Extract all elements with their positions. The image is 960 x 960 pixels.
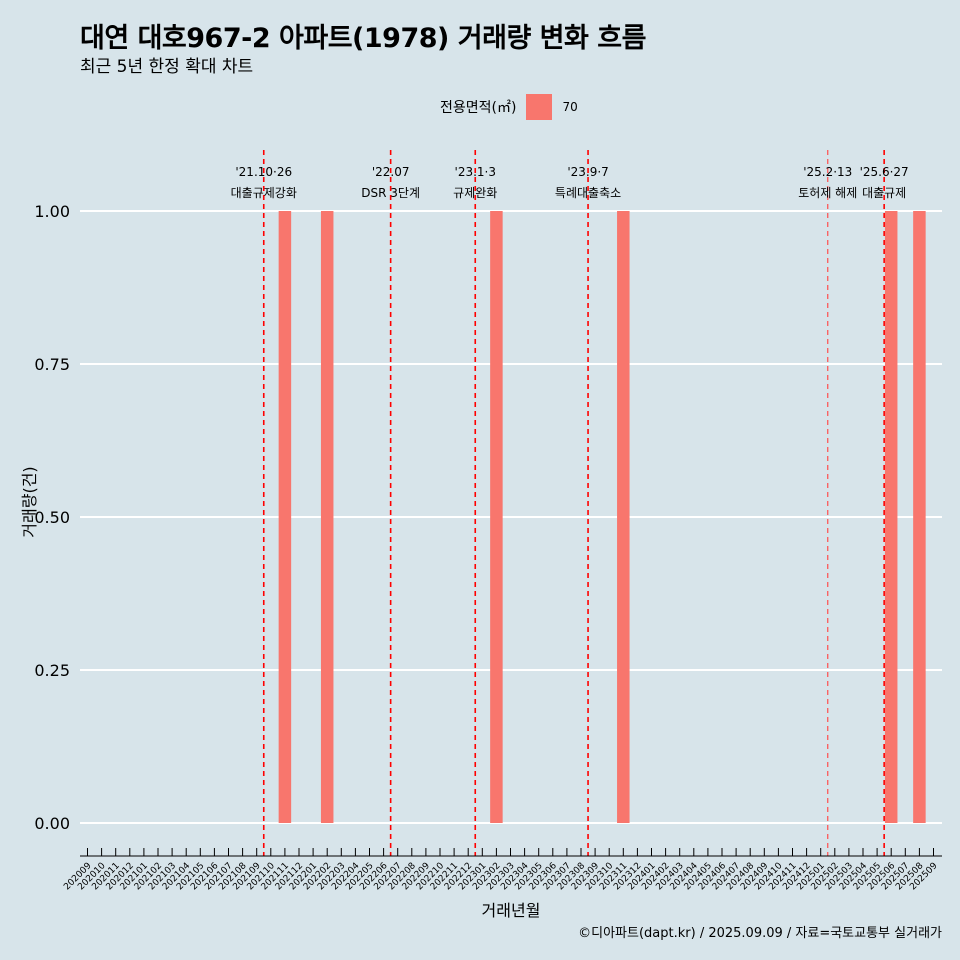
bars	[278, 211, 926, 823]
bar-202302	[490, 211, 503, 823]
y-axis-ticks: 0.00 0.25 0.50 0.75 1.00	[34, 202, 70, 833]
bar-202111	[278, 211, 292, 823]
y-tick-label: 1.00	[34, 202, 70, 221]
event-lines	[262, 150, 885, 856]
event-date-label: '21.10·26	[235, 165, 292, 179]
x-axis-label: 거래년월	[481, 901, 541, 920]
chart-caption: ©디아파트(dapt.kr) / 2025.09.09 / 자료=국토교통부 실…	[578, 926, 942, 941]
y-tick-label: 0.75	[34, 355, 70, 374]
legend: 전용면적(㎡) 70	[440, 94, 578, 120]
event-name-label: 대출규제	[862, 186, 906, 200]
bar-202506	[884, 211, 898, 823]
event-name-label: 토허제 해제	[798, 186, 857, 200]
event-name-label: 규제완화	[453, 186, 497, 200]
legend-swatch	[526, 94, 553, 120]
legend-entry-label: 70	[562, 100, 578, 114]
bar-202311	[617, 211, 630, 823]
y-tick-label: 0.25	[34, 661, 70, 680]
chart-title: 대연 대호967-2 아파트(1978) 거래량 변화 흐름	[80, 23, 646, 54]
event-name-label: 대출규제강화	[231, 186, 297, 200]
event-date-label: '25.2·13	[803, 165, 852, 179]
event-date-label: '25.6·27	[860, 165, 909, 179]
event-date-label: '22.07	[372, 165, 410, 179]
grid-lines	[80, 210, 942, 824]
event-date-label: '23.9·7	[567, 165, 608, 179]
event-date-label: '23.1·3	[455, 165, 496, 179]
y-tick-label: 0.00	[34, 814, 70, 833]
event-name-label: 특례대출축소	[555, 186, 621, 200]
event-name-label: DSR 3단계	[361, 186, 420, 200]
bar-202508	[913, 211, 926, 823]
bar-202202	[320, 211, 334, 823]
y-axis-label: 거래량(건)	[20, 466, 39, 538]
y-tick-label: 0.50	[34, 508, 70, 527]
event-annotations: '21.10·26 대출규제강화 '22.07 DSR 3단계 '23.1·3 규제완화 '…	[231, 165, 909, 200]
legend-title: 전용면적(㎡)	[440, 100, 517, 116]
x-axis	[80, 848, 942, 857]
x-axis-ticks: 2020092020102020112020122021012021022021…	[62, 861, 940, 893]
chart-subtitle: 최근 5년 한정 확대 차트	[80, 57, 254, 77]
